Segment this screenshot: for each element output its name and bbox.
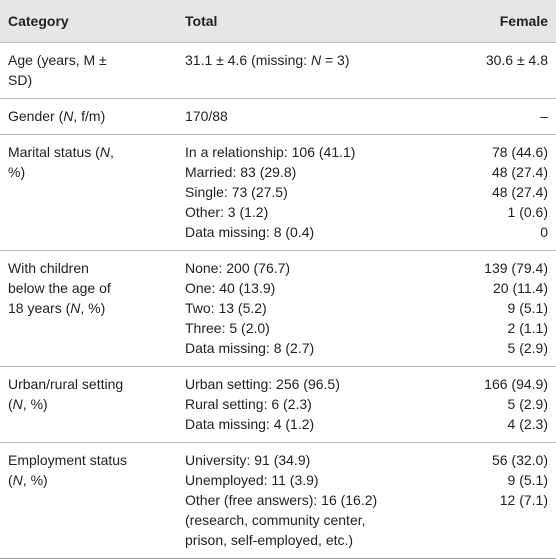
text-run: 170/88 xyxy=(185,108,228,124)
female-line: 48 (27.4) xyxy=(491,164,548,180)
total-line: One: 40 (13.9) xyxy=(185,280,276,296)
total-line: Data missing: 8 (0.4) xyxy=(185,224,315,240)
italic-run: N xyxy=(310,52,322,68)
total-cell: 31.1 ± 4.6 (missing: N = 3) xyxy=(177,42,418,99)
text-run: , %) xyxy=(22,396,48,412)
total-cell: Urban setting: 256 (96.5) Rural setting: … xyxy=(177,366,418,443)
italic-run: N xyxy=(63,108,74,124)
total-line: 170/88 xyxy=(185,106,410,126)
text-run: With children below the age of 18 years … xyxy=(8,260,111,316)
text-run: , %) xyxy=(8,144,114,180)
category-cell: Age (years, M ± SD) xyxy=(0,42,177,99)
female-cell: 56 (32.0) 9 (5.1) 12 (7.1) xyxy=(418,442,556,559)
female-cell: 78 (44.6) 48 (27.4) 48 (27.4) 1 (0.6) 0 xyxy=(418,134,556,251)
text-run: Age (years, M ± SD) xyxy=(8,52,107,88)
category-cell: Gender (N, f/m) xyxy=(0,98,177,135)
female-cell: – xyxy=(418,98,556,135)
total-line: Rural setting: 6 (2.3) xyxy=(185,396,312,412)
total-line: Unemployed: 11 (3.9) xyxy=(185,472,319,488)
text-run: Marital status ( xyxy=(8,144,100,160)
female-line: 1 (0.6) xyxy=(507,204,548,220)
table-row: Age (years, M ± SD) 31.1 ± 4.6 (missing: … xyxy=(0,42,556,99)
total-line: In a relationship: 106 (41.1) xyxy=(185,144,356,160)
table-row: Gender (N, f/m) 170/88 – xyxy=(0,98,556,135)
category-cell: Urban/rural setting (N, %) xyxy=(0,366,177,443)
text-run: = 3) xyxy=(321,52,350,68)
total-cell: None: 200 (76.7) One: 40 (13.9) Two: 13 (5… xyxy=(177,250,418,367)
total-line: Two: 13 (5.2) xyxy=(185,300,267,316)
female-line: 9 (5.1) xyxy=(507,300,548,316)
female-line: – xyxy=(540,108,548,124)
total-line: Data missing: 8 (2.7) xyxy=(185,340,315,356)
female-line: 5 (2.9) xyxy=(507,396,548,412)
text-run: Gender ( xyxy=(8,108,64,124)
category-text: Urban/rural setting (N, %) xyxy=(8,374,128,414)
total-line: Other: 3 (1.2) xyxy=(185,204,269,220)
header-cell: Category xyxy=(0,0,177,43)
female-line: 5 (2.9) xyxy=(507,340,548,356)
table-row: Marital status (N, %) In a relationship: … xyxy=(0,134,556,251)
category-text: With children below the age of 18 years … xyxy=(8,258,128,318)
text-run: , %) xyxy=(80,300,106,316)
category-cell: Employment status (N, %) xyxy=(0,442,177,559)
female-line: 139 (79.4) xyxy=(484,260,548,276)
category-text: Employment status (N, %) xyxy=(8,450,128,490)
total-line: Single: 73 (27.5) xyxy=(185,184,288,200)
italic-run: N xyxy=(99,144,110,160)
header-row: Category Total Female xyxy=(0,0,556,43)
total-cell: 170/88 xyxy=(177,98,418,135)
female-line: 30.6 ± 4.8 xyxy=(485,52,548,68)
female-line: 2 (1.1) xyxy=(507,320,548,336)
female-line: 56 (32.0) xyxy=(491,452,548,468)
total-line: None: 200 (76.7) xyxy=(185,260,291,276)
italic-run: N xyxy=(70,300,81,316)
female-cell: 30.6 ± 4.8 xyxy=(418,42,556,99)
female-line: 4 (2.3) xyxy=(507,416,548,432)
total-line: Three: 5 (2.0) xyxy=(185,320,270,336)
table-row: Urban/rural setting (N, %) Urban setting:… xyxy=(0,366,556,443)
total-line: 31.1 ± 4.6 (missing: N = 3) xyxy=(185,50,410,70)
table-body: Age (years, M ± SD) 31.1 ± 4.6 (missing: … xyxy=(0,42,556,559)
total-line: University: 91 (34.9) xyxy=(185,452,311,468)
header-cell: Total xyxy=(177,0,418,43)
female-line: 9 (5.1) xyxy=(507,472,548,488)
female-line: 20 (11.4) xyxy=(493,280,548,296)
italic-run: N xyxy=(12,396,23,412)
header-cell: Female xyxy=(418,0,556,43)
text-run: , f/m) xyxy=(73,108,106,124)
category-cell: With children below the age of 18 years … xyxy=(0,250,177,367)
text-run: , %) xyxy=(22,472,48,488)
female-cell: 166 (94.9) 5 (2.9) 4 (2.3) xyxy=(418,366,556,443)
text-run: Employment status ( xyxy=(8,452,128,488)
female-cell: 139 (79.4) 20 (11.4) 9 (5.1) 2 (1.1) 5 (2.9) xyxy=(418,250,556,367)
total-cell: In a relationship: 106 (41.1) Married: 83… xyxy=(177,134,418,251)
total-cell: University: 91 (34.9) Unemployed: 11 (3.9… xyxy=(177,442,418,559)
category-cell: Marital status (N, %) xyxy=(0,134,177,251)
table-row: With children below the age of 18 years … xyxy=(0,250,556,367)
female-line: 0 xyxy=(540,224,548,240)
total-line: Data missing: 4 (1.2) xyxy=(185,416,315,432)
total-line: Other (free answers): 16 (16.2) (researc… xyxy=(185,492,378,548)
table-row: Employment status (N, %) University: 91 (… xyxy=(0,442,556,559)
female-line: 12 (7.1) xyxy=(499,492,548,508)
female-line: 166 (94.9) xyxy=(484,376,548,392)
total-line: Married: 83 (29.8) xyxy=(185,164,297,180)
table-header: Category Total Female xyxy=(0,0,556,43)
female-line: 48 (27.4) xyxy=(491,184,548,200)
text-run: 31.1 ± 4.6 (missing: xyxy=(185,52,311,68)
category-text: Marital status (N, %) xyxy=(8,142,128,182)
category-text: Age (years, M ± SD) xyxy=(8,50,128,90)
female-line: 78 (44.6) xyxy=(491,144,548,160)
category-text: Gender (N, f/m) xyxy=(8,106,128,126)
total-line: Urban setting: 256 (96.5) xyxy=(185,376,340,392)
text-run: Urban/rural setting ( xyxy=(8,376,124,412)
italic-run: N xyxy=(12,472,23,488)
